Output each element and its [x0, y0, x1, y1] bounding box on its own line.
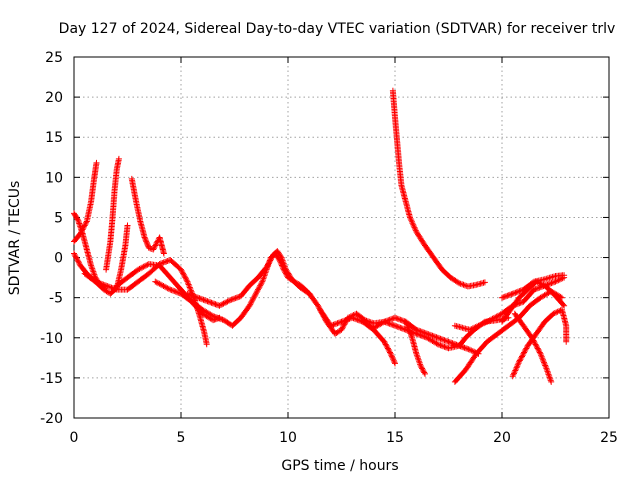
point-markers [509, 306, 570, 380]
plot-frame [73, 56, 610, 419]
data-points [71, 87, 570, 385]
x-axis-label: GPS time / hours [281, 458, 398, 474]
grid-lines [74, 57, 609, 418]
series-s13 [389, 87, 488, 290]
series-s18 [509, 306, 570, 380]
y-tick-label: -5 [49, 291, 63, 307]
x-tick-label: 5 [177, 430, 186, 446]
y-tick-label: 15 [45, 130, 63, 146]
y-tick-label: 0 [54, 251, 63, 267]
y-tick-label: 10 [45, 170, 63, 186]
point-markers [451, 274, 568, 333]
series-s12 [402, 318, 428, 377]
point-markers [359, 318, 398, 367]
x-tick-label: 15 [386, 430, 404, 446]
point-markers [402, 318, 428, 377]
series-s8 [152, 250, 313, 329]
series-s2 [71, 159, 100, 245]
x-tick-label: 0 [70, 430, 79, 446]
y-tick-label: -20 [40, 411, 63, 427]
point-markers [71, 159, 100, 245]
series-s17 [511, 310, 555, 385]
series-s15 [451, 274, 568, 333]
series-s4 [103, 155, 122, 273]
point-markers [184, 248, 482, 357]
series-s19 [499, 272, 568, 301]
point-markers [499, 272, 568, 301]
y-axis-label: SDTVAR / TECUs [7, 181, 23, 296]
y-tick-label: -10 [40, 331, 63, 347]
x-tick-label: 20 [493, 430, 511, 446]
x-tick-label: 25 [600, 430, 618, 446]
series-s5 [128, 175, 167, 257]
point-markers [389, 87, 488, 290]
y-tick-label: 5 [54, 210, 63, 226]
y-tick-label: 25 [45, 50, 63, 66]
x-tick-label: 10 [279, 430, 297, 446]
series-s14 [451, 288, 565, 385]
series-s9 [184, 248, 482, 357]
series-s11 [359, 318, 398, 367]
point-markers [511, 310, 555, 385]
point-markers [128, 175, 167, 257]
y-tick-label: 20 [45, 90, 63, 106]
chart-title: Day 127 of 2024, Sidereal Day-to-day VTE… [59, 21, 616, 37]
point-markers [103, 155, 122, 273]
point-markers [451, 288, 565, 385]
axis-ticks: 0 5 10 15 20 25 -20 -15 -10 -5 0 5 10 15 20 25 [40, 50, 618, 446]
y-tick-label: -15 [40, 371, 63, 387]
point-markers [152, 250, 313, 329]
